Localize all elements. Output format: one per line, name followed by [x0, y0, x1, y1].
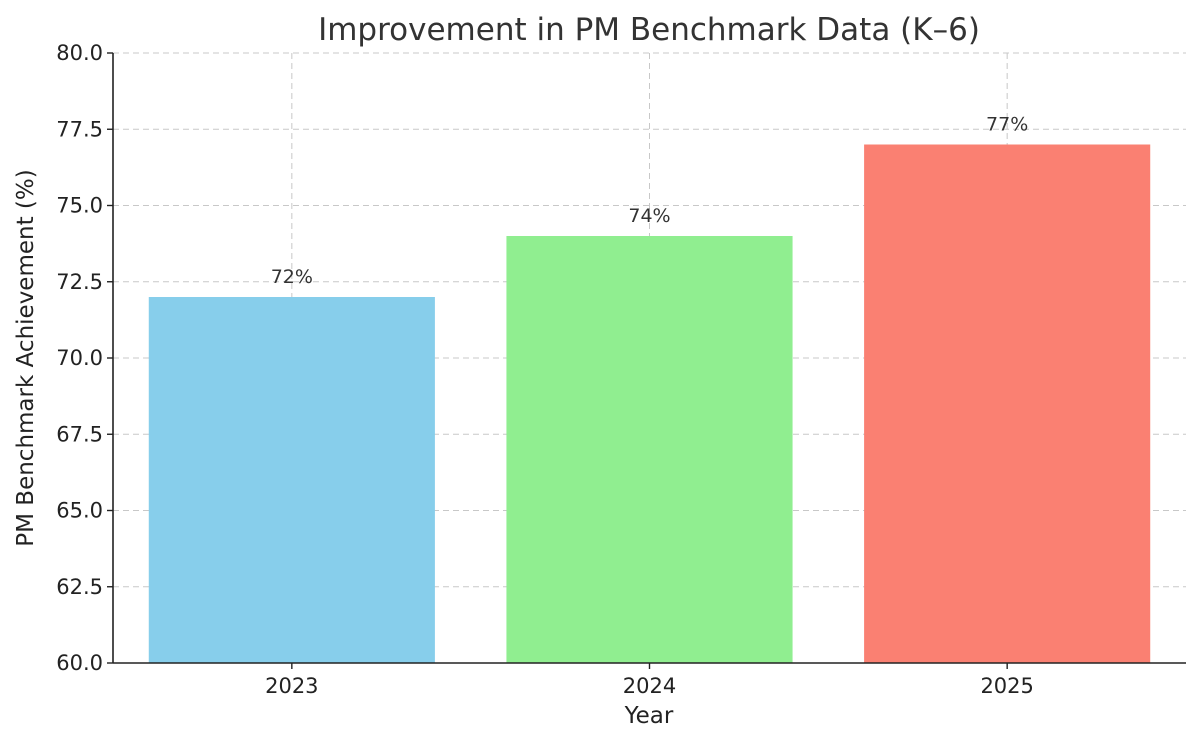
y-tick-label-2: 65.0	[56, 499, 103, 523]
bar-2025	[864, 144, 1151, 663]
bar-2024	[506, 236, 793, 663]
x-tick-label-2025: 2025	[980, 674, 1033, 698]
y-tick-label-3: 67.5	[56, 422, 103, 446]
y-tick-label-6: 75.0	[56, 194, 103, 218]
chart-title: Improvement in PM Benchmark Data (K–6)	[318, 12, 980, 48]
y-tick-label-4: 70.0	[56, 346, 103, 370]
data-label-2023: 72%	[271, 266, 313, 288]
tick-labels: 60.0 62.5 65.0 67.5 70.0 72.5 75.0 77.5 80.0 2023…	[56, 41, 1034, 698]
bars	[148, 144, 1151, 663]
x-tick-label-2023: 2023	[265, 674, 318, 698]
x-axis-label: Year	[624, 703, 674, 729]
y-tick-label-1: 62.5	[56, 575, 103, 599]
y-tick-label-5: 72.5	[56, 270, 103, 294]
bar-2023	[148, 297, 435, 663]
x-tick-label-2024: 2024	[623, 674, 676, 698]
data-labels: 72% 74% 77%	[271, 114, 1029, 289]
y-tick-label-8: 80.0	[56, 41, 103, 65]
data-label-2025: 77%	[986, 114, 1028, 136]
y-tick-label-0: 60.0	[56, 651, 103, 675]
data-label-2024: 74%	[628, 205, 670, 227]
y-tick-label-7: 77.5	[56, 117, 103, 141]
axes	[107, 52, 1186, 669]
y-axis-label: PM Benchmark Achievement (%)	[13, 169, 39, 546]
